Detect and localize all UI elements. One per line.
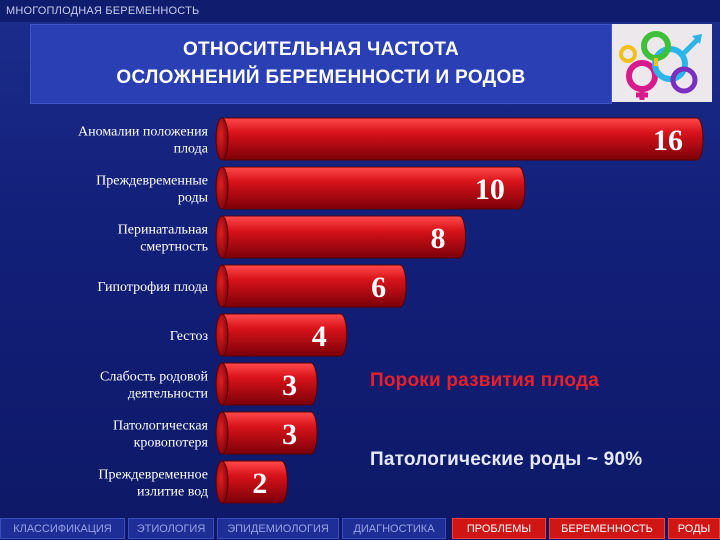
bar-2 xyxy=(221,166,526,210)
category-label-7-line-2: кровопотеря xyxy=(134,436,209,451)
bar-chart: 16 Аномалии положения плода 10 Преждевременн… xyxy=(78,117,704,504)
value-label-3: 8 xyxy=(431,222,446,255)
nav-epidemiology[interactable]: ЭПИДЕМИОЛОГИЯ xyxy=(217,518,339,539)
category-label-2-line-2: роды xyxy=(178,191,209,206)
value-label-8: 2 xyxy=(252,467,267,500)
nav-classification[interactable]: КЛАССИФИКАЦИЯ xyxy=(0,518,125,539)
gender-symbols-icon xyxy=(619,31,702,100)
bar-cap-8 xyxy=(215,460,229,504)
category-label-6-line-2: деятельности xyxy=(128,387,209,402)
bar-6 xyxy=(221,362,318,406)
value-label-7: 3 xyxy=(282,418,297,451)
category-label-1-line-2: плода xyxy=(174,142,209,157)
bar-3 xyxy=(221,215,466,259)
bar-cap-1 xyxy=(215,117,229,161)
nav-pregnancy[interactable]: БЕРЕМЕННОСТЬ xyxy=(549,518,665,539)
chart-title-line-1: ОТНОСИТЕЛЬНАЯ ЧАСТОТА xyxy=(182,39,460,60)
bar-cap-7 xyxy=(215,411,229,455)
value-label-1: 16 xyxy=(653,124,683,157)
note-malformations: Пороки развития плода xyxy=(370,370,599,391)
category-label-3-line-1: Перинатальная xyxy=(118,223,209,238)
category-label-5-line-1: Гестоз xyxy=(170,329,209,344)
category-label-6-line-1: Слабость родовой xyxy=(100,370,208,385)
category-label-2-line-1: Преждевременные xyxy=(96,174,208,189)
category-label-8-line-2: излитие вод xyxy=(137,485,208,500)
note-pathological-births: Патологические роды ~ 90% xyxy=(370,449,643,470)
nav-diagnostics[interactable]: ДИАГНОСТИКА xyxy=(342,518,446,539)
bar-cap-3 xyxy=(215,215,229,259)
category-label-4-line-1: Гипотрофия плода xyxy=(97,280,208,295)
bar-8 xyxy=(221,460,288,504)
value-label-4: 6 xyxy=(371,271,386,304)
nav-births[interactable]: РОДЫ xyxy=(668,518,720,539)
category-label-3-line-2: смертность xyxy=(140,240,208,255)
category-label-8-line-1: Преждевременное xyxy=(98,468,208,483)
bar-cap-6 xyxy=(215,362,229,406)
value-label-2: 10 xyxy=(475,173,505,206)
category-label-7-line-1: Патологическая xyxy=(113,419,209,434)
bar-1 xyxy=(221,117,704,161)
nav-etiology[interactable]: ЭТИОЛОГИЯ xyxy=(128,518,214,539)
gender-symbols-logo xyxy=(612,24,712,102)
title-box: ОТНОСИТЕЛЬНАЯ ЧАСТОТА ОСЛОЖНЕНИЙ БЕРЕМЕН… xyxy=(30,24,612,104)
bar-5 xyxy=(221,313,348,357)
chart-title-line-2: ОСЛОЖНЕНИЙ БЕРЕМЕННОСТИ И РОДОВ xyxy=(116,67,526,88)
bar-cap-5 xyxy=(215,313,229,357)
bar-cap-2 xyxy=(215,166,229,210)
nav-problems[interactable]: ПРОБЛЕМЫ xyxy=(452,518,546,539)
bar-4 xyxy=(221,264,407,308)
bar-7 xyxy=(221,411,318,455)
value-label-5: 4 xyxy=(312,320,327,353)
category-label-1-line-1: Аномалии положения xyxy=(78,125,209,140)
section-title: МНОГОПЛОДНАЯ БЕРЕМЕННОСТЬ xyxy=(6,5,200,17)
value-label-6: 3 xyxy=(282,369,297,402)
bar-cap-4 xyxy=(215,264,229,308)
top-bar xyxy=(0,0,720,22)
